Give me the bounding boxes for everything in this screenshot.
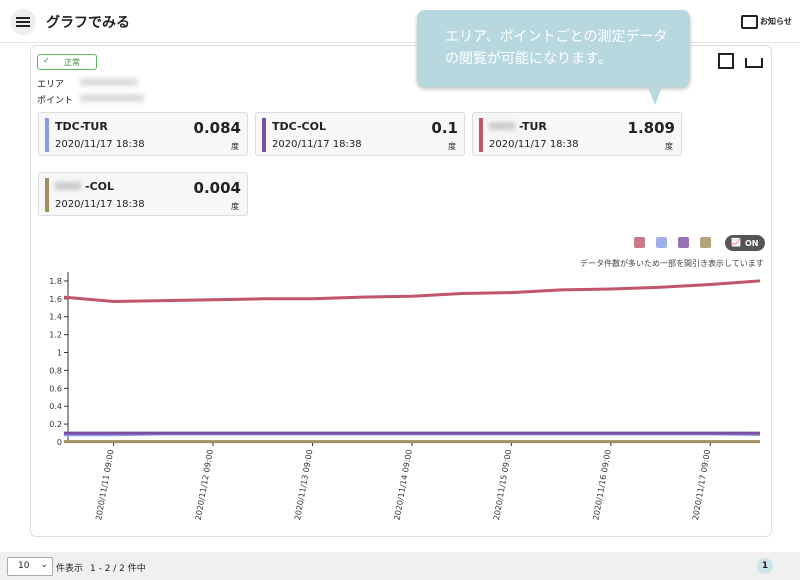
card-value: 0.004 (193, 179, 241, 197)
per-page-label: 件表示 (56, 564, 84, 574)
x-tick-label: 2020/11/11 09:00 (94, 449, 115, 521)
card-unit: 度 (448, 142, 456, 151)
y-tick-label: 0.2 (49, 420, 62, 429)
legend-icon (700, 237, 711, 248)
y-tick-label: 1.2 (49, 331, 62, 340)
menu-icon (16, 17, 30, 19)
card-name: -COL (85, 180, 114, 193)
x-tick-label: 2020/11/15 09:00 (492, 449, 513, 521)
edit-icon[interactable] (718, 53, 734, 69)
card-value: 0.1 (431, 119, 458, 137)
y-tick-label: 0.6 (49, 384, 62, 393)
card-unit: 度 (231, 202, 239, 211)
card-value: 1.809 (627, 119, 675, 137)
menu-button[interactable] (10, 9, 36, 35)
card-color-bar (45, 118, 49, 152)
toggle[interactable]: 📈 ON (725, 235, 765, 251)
status-badge: ✓ 正常 (37, 54, 97, 70)
card-name: TDC-COL (272, 120, 326, 133)
card-date: 2020/11/17 18:38 (55, 139, 145, 150)
series-line (63, 279, 761, 304)
y-tick-label: 1.4 (49, 313, 62, 322)
x-tick-label: 2020/11/14 09:00 (393, 449, 414, 521)
card-date: 2020/11/17 18:38 (489, 139, 579, 150)
page-title: グラフでみる (46, 15, 130, 31)
point-blur (80, 94, 144, 102)
legend-icon (678, 237, 689, 248)
chart: 0 0.2 0.4 0.6 0.8 1 1.2 1.4 1.6 1.8 2020/11/11 09:… (49, 272, 761, 521)
name-blur (489, 122, 515, 130)
card-value: 0.084 (193, 119, 241, 137)
status-text: 正常 (64, 58, 80, 67)
card-color-bar (479, 118, 483, 152)
status-check: ✓ (43, 56, 50, 65)
card-name: -TUR (519, 120, 547, 133)
x-tick-label: 2020/11/17 09:00 (691, 449, 712, 521)
y-tick-label: 0.8 (49, 366, 62, 375)
y-tick-label: 0.4 (49, 402, 62, 411)
range-label: 1 - 2 / 2 件中 (90, 564, 146, 574)
x-tick-label: 2020/11/13 09:00 (293, 449, 314, 521)
area-label: エリア (37, 80, 65, 90)
select-arrow: ⌄ (40, 560, 48, 570)
page-button[interactable]: 1 (757, 558, 773, 574)
page-size-select[interactable]: 10 ⌄ (7, 557, 53, 576)
y-tick-label: 1.8 (49, 277, 62, 286)
callout-pointer (648, 87, 662, 105)
sensor-card: TDC-COL 2020/11/17 18:38 0.1 度 (255, 112, 465, 156)
legend-icon (634, 237, 645, 248)
page-size-value: 10 (18, 561, 30, 571)
y-tick-label: 0 (57, 438, 62, 447)
x-tick-label: 2020/11/12 09:00 (194, 449, 215, 521)
card-date: 2020/11/17 18:38 (272, 139, 362, 150)
card-date: 2020/11/17 18:38 (55, 199, 145, 210)
x-tick-label: 2020/11/16 09:00 (591, 449, 612, 521)
card-color-bar (262, 118, 266, 152)
card-unit: 度 (231, 142, 239, 151)
chart-note: データ件数が多いため一部を間引き表示しています (580, 259, 764, 268)
toggle-icon: 📈 (731, 238, 741, 247)
notice-icon[interactable] (741, 15, 758, 29)
card-color-bar (45, 178, 49, 212)
panel (30, 45, 772, 537)
callout-text: エリア、ポイントごとの測定データの閲覧が可能になります。 (445, 29, 668, 67)
header: グラフでみる お知らせ (0, 0, 800, 43)
toggle-text: ON (745, 239, 759, 248)
export-icon[interactable] (745, 58, 763, 68)
notice-label[interactable]: お知らせ (760, 17, 792, 26)
sensor-card: -COL 2020/11/17 18:38 0.004 度 (38, 172, 248, 216)
point-label: ポイント (37, 96, 74, 106)
card-unit: 度 (665, 142, 673, 151)
y-tick-label: 1.6 (49, 295, 62, 304)
name-blur (55, 182, 81, 190)
footer: 10 ⌄ 件表示 1 - 2 / 2 件中 1 (0, 552, 800, 580)
y-tick-label: 1 (57, 349, 62, 358)
legend-icon (656, 237, 667, 248)
callout: エリア、ポイントごとの測定データの閲覧が可能になります。 (417, 10, 690, 87)
sensor-card: TDC-TUR 2020/11/17 18:38 0.084 度 (38, 112, 248, 156)
sensor-card: -TUR 2020/11/17 18:38 1.809 度 (472, 112, 682, 156)
card-name: TDC-TUR (55, 120, 108, 133)
area-blur (80, 78, 138, 86)
